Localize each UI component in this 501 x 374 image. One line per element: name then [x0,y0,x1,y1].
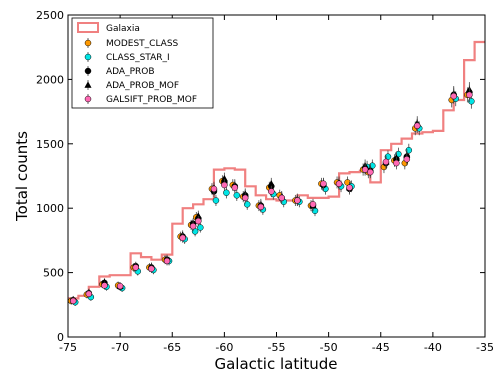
data-point [85,290,93,298]
x-tick-label: -50 [320,341,338,354]
legend-swatch-galaxia [77,22,99,33]
legend-marker [84,81,92,88]
legend-marker [84,95,92,103]
data-point [393,159,400,167]
data-point [132,264,140,271]
data-point [195,217,202,225]
data-point [320,180,327,187]
x-tick-label: -55 [268,341,286,354]
data-point [361,166,369,173]
legend-marker [84,53,92,61]
data-point [346,184,353,191]
legend-marker [84,39,92,47]
legend-label: GALSIFT_PROB_MOF [106,95,197,105]
y-tick-label: 500 [43,267,64,280]
data-point [335,180,343,187]
x-tick-label: -40 [424,341,442,354]
x-axis-label: Galactic latitude [214,355,337,373]
legend-label-galaxia: Galaxia [106,24,140,34]
y-tick-label: 2500 [36,9,64,22]
data-point [257,203,265,211]
data-point [233,192,241,199]
plot-area [67,40,485,306]
data-point [382,158,390,166]
data-point [468,98,475,105]
x-tick-label: -75 [59,341,77,354]
y-tick-label: 1500 [36,138,64,151]
data-point [210,185,218,193]
legend-label: ADA_PROB_MOF [106,81,179,91]
series-galsift-prob-mof [69,87,473,305]
axis-ticks: -75 -70 -65 -60 -55 -50 -45 -40 -35 0 500 1000 1500 2… [36,9,494,354]
x-tick-label: -35 [476,341,494,354]
data-point [116,282,124,290]
data-point [189,222,197,230]
y-tick-label: 1000 [36,202,64,215]
data-point [148,265,155,272]
data-point [163,257,171,265]
data-point [243,201,251,208]
data-point [179,234,186,242]
data-point [231,184,239,191]
data-point [268,188,275,195]
y-tick-label: 2000 [36,73,64,86]
data-point [294,197,301,204]
data-point [403,156,411,163]
data-point [69,297,77,305]
x-tick-label: -45 [372,341,390,354]
data-point [367,168,374,176]
data-point [101,282,108,289]
data-point [223,189,230,196]
legend-label: CLASS_STAR_I [106,53,170,63]
x-tick-label: -60 [215,341,233,354]
data-point [405,146,413,154]
y-tick-label: 0 [57,331,64,344]
legend-marker [84,67,92,75]
data-point [466,91,473,99]
data-point [413,122,421,130]
y-axis-label: Total counts [13,131,31,222]
legend: Galaxia MODEST_CLASS CLASS_STAR_I ADA_PROB A… [71,17,214,109]
data-point [309,201,317,208]
legend-label: MODEST_CLASS [106,39,179,49]
data-point [197,224,204,231]
legend-label: ADA_PROB [106,67,155,77]
x-tick-label: -70 [111,341,129,354]
data-point [212,197,220,204]
data-point [450,92,457,100]
data-point [221,181,228,189]
data-point [278,194,285,202]
data-point [241,194,249,202]
x-tick-label: -65 [163,341,181,354]
